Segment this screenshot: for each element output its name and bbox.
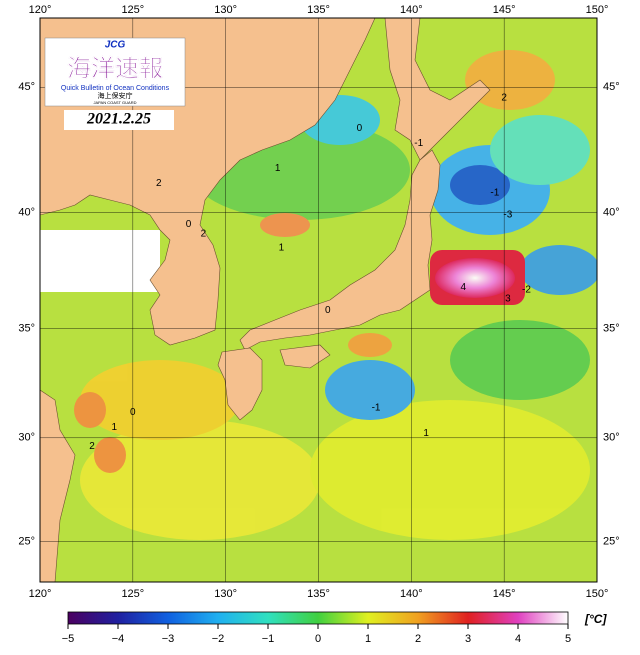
lat-label-right: 30° xyxy=(603,432,620,444)
contour-label: 1 xyxy=(423,428,429,439)
contour-label: -3 xyxy=(503,209,512,220)
lat-label-left: 35° xyxy=(18,322,35,334)
colorbar-tick-label: 0 xyxy=(315,633,321,645)
colorbar-tick-label: 5 xyxy=(565,633,571,645)
lon-label-bottom: 130° xyxy=(214,588,237,600)
lon-label-top: 150° xyxy=(586,4,609,16)
lat-label-left: 40° xyxy=(18,206,35,218)
axis-ticks: 120°120°125°125°130°130°135°135°140°140°… xyxy=(18,4,619,600)
colorbar-unit: [°C] xyxy=(584,612,607,626)
graticule xyxy=(40,18,597,582)
lat-label-right: 45° xyxy=(603,81,620,93)
contour-label: 0 xyxy=(186,219,192,230)
colorbar-tick-label: 2 xyxy=(415,633,421,645)
logo: JCG 海洋速報 Quick Bulletin of Ocean Conditi… xyxy=(44,37,186,107)
contour-label: 2 xyxy=(501,92,507,103)
contour-label: -2 xyxy=(522,285,531,296)
date-box xyxy=(64,110,174,130)
lon-label-top: 130° xyxy=(214,4,237,16)
lat-label-right: 40° xyxy=(603,206,620,218)
lon-label-top: 140° xyxy=(400,4,423,16)
lon-label-bottom: 135° xyxy=(307,588,330,600)
contour-label: 0 xyxy=(357,123,363,134)
logo-subtitle: Quick Bulletin of Ocean Conditions xyxy=(61,85,170,92)
contour-label: -1 xyxy=(490,188,499,199)
logo-agency-ja: 海上保安庁 xyxy=(98,91,133,100)
contour-label: 3 xyxy=(505,294,511,305)
lon-label-top: 120° xyxy=(29,4,52,16)
logo-agency-en: JAPAN COAST GUARD xyxy=(94,100,137,105)
colorbar-tick-label: −1 xyxy=(262,633,275,645)
lon-label-bottom: 150° xyxy=(586,588,609,600)
colorbar-tick-label: 3 xyxy=(465,633,471,645)
lon-label-bottom: 120° xyxy=(29,588,52,600)
lat-label-right: 25° xyxy=(603,536,620,548)
colorbar-tick-label: 1 xyxy=(365,633,371,645)
contour-label: -1 xyxy=(372,402,381,413)
logo-box xyxy=(44,37,186,107)
contour-label: 0 xyxy=(325,305,331,316)
colorbar-tick-label: 4 xyxy=(515,633,521,645)
colorbar-tick-label: −4 xyxy=(112,633,125,645)
contour-label: 1 xyxy=(111,422,117,433)
contour-label: 1 xyxy=(279,243,285,254)
lon-label-bottom: 140° xyxy=(400,588,423,600)
logo-title: 海洋速報 xyxy=(67,54,164,82)
lon-label-top: 125° xyxy=(121,4,144,16)
colorbar: −5 −4 −3 −2 −1 0 1 2 3 4 5 xyxy=(62,611,571,645)
lat-label-left: 45° xyxy=(18,81,35,93)
lon-label-bottom: 145° xyxy=(493,588,516,600)
lat-label-right: 35° xyxy=(603,322,620,334)
colorbar-tick-label: −5 xyxy=(62,633,75,645)
no-data xyxy=(40,230,160,292)
lat-label-left: 30° xyxy=(18,432,35,444)
colorbar-ramp xyxy=(67,611,569,625)
date: 2021.2.25 xyxy=(86,111,151,128)
lon-label-top: 135° xyxy=(307,4,330,16)
contour-label: 2 xyxy=(89,441,95,452)
lat-label-left: 25° xyxy=(18,536,35,548)
contour-label: 1 xyxy=(275,163,281,174)
logo-abbr: JCG xyxy=(105,40,126,51)
lon-label-bottom: 125° xyxy=(121,588,144,600)
contour-label: 2 xyxy=(201,229,207,240)
map-frame xyxy=(39,17,598,583)
contour-label: 0 xyxy=(130,407,136,418)
colorbar-tick-label: −2 xyxy=(212,633,225,645)
contour-label: 2 xyxy=(156,178,162,189)
lon-label-top: 145° xyxy=(493,4,516,16)
contour-label: -1 xyxy=(414,138,423,149)
contour-label: 4 xyxy=(461,282,467,293)
colorbar-tick-label: −3 xyxy=(162,633,175,645)
